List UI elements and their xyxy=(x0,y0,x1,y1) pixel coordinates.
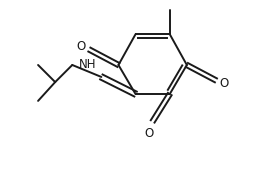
Text: O: O xyxy=(76,40,85,53)
Text: O: O xyxy=(220,77,229,90)
Text: NH: NH xyxy=(79,58,97,71)
Text: O: O xyxy=(145,127,154,140)
